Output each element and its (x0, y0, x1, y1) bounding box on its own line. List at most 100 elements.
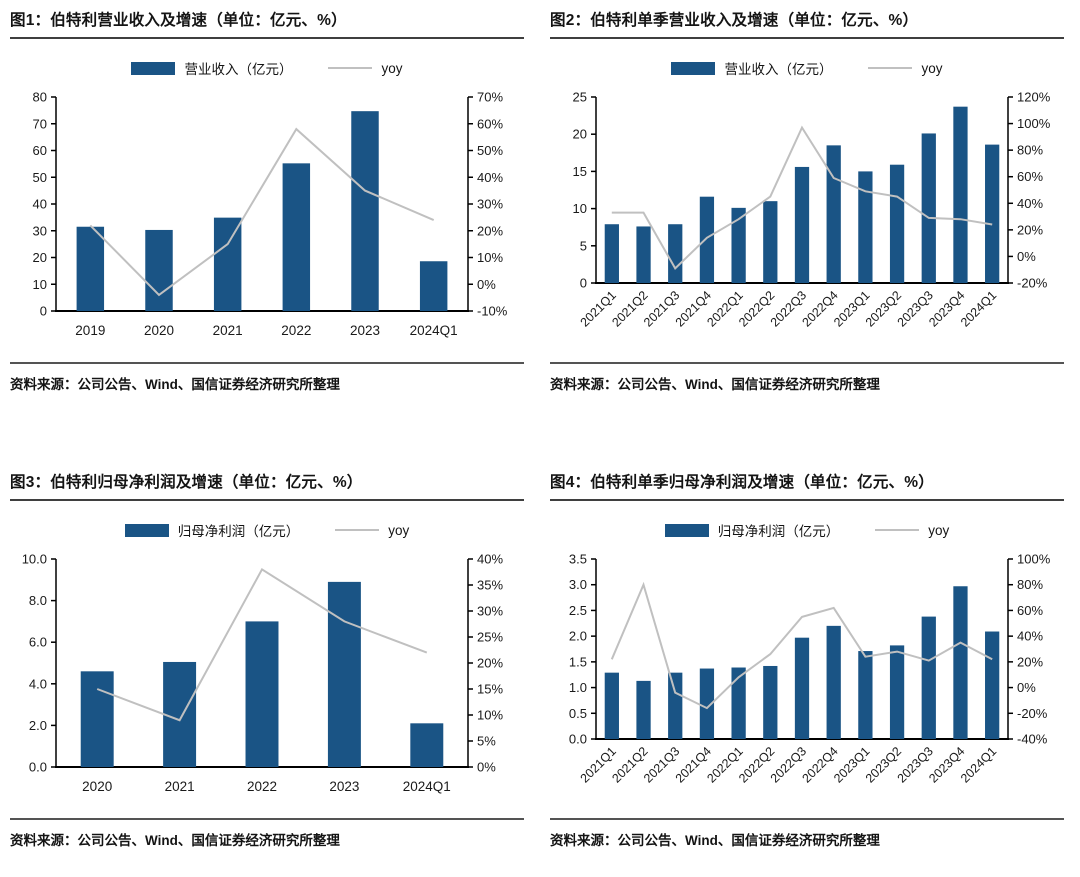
svg-text:0.0: 0.0 (29, 760, 47, 775)
svg-text:40: 40 (33, 197, 47, 212)
svg-text:8.0: 8.0 (29, 593, 47, 608)
svg-text:20%: 20% (477, 656, 503, 671)
svg-text:3.5: 3.5 (569, 552, 587, 567)
svg-text:70%: 70% (477, 90, 503, 105)
figure-2: 图2：伯特利单季营业收入及增速（单位：亿元、%） 营业收入（亿元） yoy 0 5… (540, 0, 1080, 438)
svg-text:2.0: 2.0 (29, 718, 47, 733)
line-series-swatch (335, 529, 380, 531)
svg-text:60%: 60% (477, 116, 503, 131)
svg-text:20: 20 (33, 250, 47, 265)
source-note: 资料来源：公司公告、Wind、国信证券经济研究所整理 (550, 362, 1064, 393)
svg-text:2021: 2021 (213, 323, 243, 338)
svg-text:5%: 5% (477, 734, 496, 749)
svg-text:10: 10 (33, 277, 47, 292)
svg-text:25%: 25% (477, 630, 503, 645)
svg-text:10%: 10% (477, 250, 503, 265)
bar-series-swatch (131, 61, 176, 75)
svg-text:-10%: -10% (477, 304, 508, 319)
svg-text:30%: 30% (477, 197, 503, 212)
svg-text:4.0: 4.0 (29, 676, 47, 691)
figure-4: 图4：伯特利单季归母净利润及增速（单位：亿元、%） 归母净利润（亿元） yoy … (540, 438, 1080, 877)
svg-text:15: 15 (573, 164, 587, 179)
svg-text:50%: 50% (477, 143, 503, 158)
svg-text:0: 0 (40, 304, 47, 319)
svg-text:20%: 20% (477, 223, 503, 238)
svg-text:2022: 2022 (281, 323, 311, 338)
svg-text:70: 70 (33, 116, 47, 131)
svg-text:60: 60 (33, 143, 47, 158)
figure-title: 图4：伯特利单季归母净利润及增速（单位：亿元、%） (550, 470, 1064, 501)
svg-text:2020: 2020 (82, 779, 112, 794)
bar-series-swatch (664, 523, 709, 537)
figure-1: 图1：伯特利营业收入及增速（单位：亿元、%） 营业收入（亿元） yoy 0 10 2… (0, 0, 540, 438)
line-series-swatch (868, 67, 913, 69)
svg-text:35%: 35% (477, 578, 503, 593)
svg-text:40%: 40% (477, 170, 503, 185)
svg-text:2019: 2019 (75, 323, 105, 338)
source-note: 资料来源：公司公告、Wind、国信证券经济研究所整理 (550, 818, 1064, 849)
svg-text:-20%: -20% (1017, 706, 1048, 721)
source-note: 资料来源：公司公告、Wind、国信证券经济研究所整理 (10, 362, 524, 393)
svg-text:2023: 2023 (350, 323, 380, 338)
chart-canvas: 0 10 20 30 40 50 60 70 80 -10% 0% 10% 20% 30% 40% 50% 60… (33, 90, 508, 339)
line-series-swatch (875, 529, 920, 531)
svg-text:2024Q1: 2024Q1 (958, 744, 999, 785)
svg-text:2024Q1: 2024Q1 (958, 288, 999, 329)
line-series-label: yoy (381, 60, 403, 76)
svg-text:-20%: -20% (1017, 276, 1048, 291)
line-series-swatch (328, 67, 373, 69)
bar-series-swatch (124, 523, 169, 537)
svg-text:2022: 2022 (247, 779, 277, 794)
svg-text:100%: 100% (1017, 116, 1051, 131)
svg-text:15%: 15% (477, 682, 503, 697)
svg-text:2.0: 2.0 (569, 629, 587, 644)
figure-title: 图2：伯特利单季营业收入及增速（单位：亿元、%） (550, 8, 1064, 39)
svg-text:10%: 10% (477, 708, 503, 723)
figure-title: 图1：伯特利营业收入及增速（单位：亿元、%） (10, 8, 524, 39)
chart-canvas: 0.0 2.0 4.0 6.0 8.0 10.0 0% 5% 10% 15% 20% 25% 30% 35… (22, 552, 504, 795)
svg-text:60%: 60% (1017, 169, 1043, 184)
svg-text:20%: 20% (1017, 654, 1043, 669)
source-note: 资料来源：公司公告、Wind、国信证券经济研究所整理 (10, 818, 524, 849)
svg-text:2020: 2020 (144, 323, 174, 338)
svg-text:100%: 100% (1017, 552, 1051, 567)
svg-text:30%: 30% (477, 604, 503, 619)
bar-series-label: 归母净利润（亿元） (177, 524, 300, 539)
svg-text:0%: 0% (477, 277, 496, 292)
svg-text:30: 30 (33, 223, 47, 238)
bar-series-label: 归母净利润（亿元） (717, 524, 840, 539)
svg-text:5: 5 (580, 238, 587, 253)
svg-text:1.5: 1.5 (569, 654, 587, 669)
svg-text:2024Q1: 2024Q1 (403, 779, 451, 794)
svg-text:80: 80 (33, 90, 47, 105)
svg-text:2023: 2023 (329, 779, 359, 794)
bar-series-label: 营业收入（亿元） (724, 62, 833, 77)
legend: 归母净利润（亿元） yoy (550, 521, 1064, 539)
svg-text:40%: 40% (1017, 196, 1043, 211)
svg-text:2.5: 2.5 (569, 603, 587, 618)
svg-text:1.0: 1.0 (569, 680, 587, 695)
svg-text:120%: 120% (1017, 90, 1051, 105)
svg-text:0%: 0% (477, 760, 496, 775)
svg-text:3.0: 3.0 (569, 577, 587, 592)
svg-text:2024Q1: 2024Q1 (410, 323, 458, 338)
svg-text:0.5: 0.5 (569, 706, 587, 721)
line-series-label: yoy (921, 60, 943, 76)
svg-text:0: 0 (580, 276, 587, 291)
svg-text:20%: 20% (1017, 222, 1043, 237)
svg-text:40%: 40% (1017, 629, 1043, 644)
svg-text:25: 25 (573, 90, 587, 105)
svg-text:0%: 0% (1017, 249, 1036, 264)
svg-text:10.0: 10.0 (22, 552, 47, 567)
legend: 营业收入（亿元） yoy (550, 59, 1064, 77)
svg-text:0.0: 0.0 (569, 732, 587, 747)
bar-series-label: 营业收入（亿元） (184, 62, 293, 77)
bar-series-swatch (671, 61, 716, 75)
line-series-label: yoy (388, 522, 410, 538)
svg-text:0%: 0% (1017, 680, 1036, 695)
svg-text:2021: 2021 (165, 779, 195, 794)
svg-text:6.0: 6.0 (29, 635, 47, 650)
svg-text:10: 10 (573, 201, 587, 216)
svg-text:80%: 80% (1017, 577, 1043, 592)
svg-text:60%: 60% (1017, 603, 1043, 618)
